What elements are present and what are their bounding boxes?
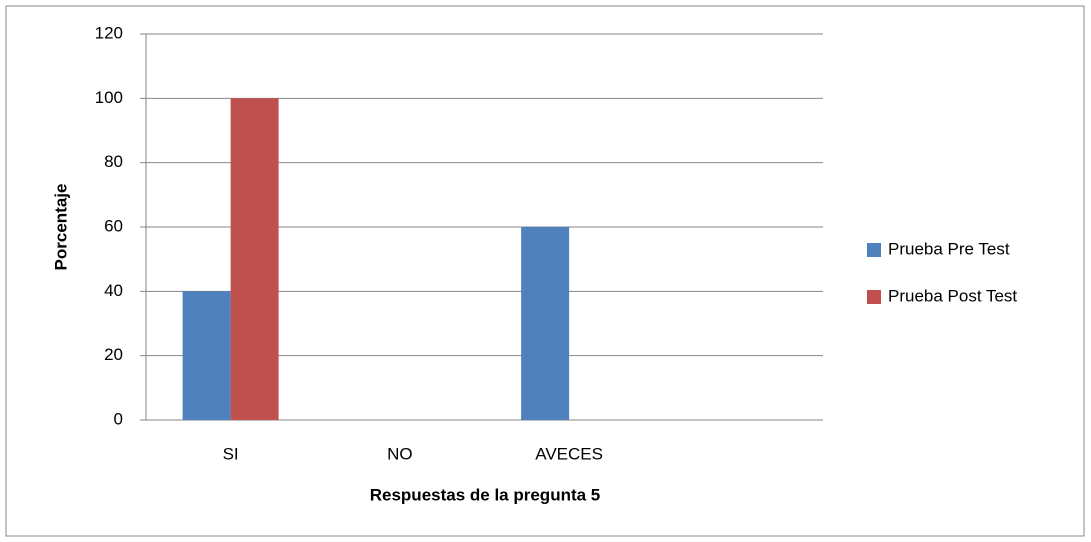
x-tick-label: SI <box>223 444 239 463</box>
x-axis-title: Respuestas de la pregunta 5 <box>370 485 601 504</box>
legend-swatch <box>867 243 881 257</box>
y-tick-label: 20 <box>104 345 123 364</box>
x-tick-label: AVECES <box>535 444 603 463</box>
legend-label: Prueba Pre Test <box>888 239 1010 258</box>
bar <box>230 98 279 420</box>
y-tick-label: 60 <box>104 216 123 235</box>
legend-swatch <box>867 290 881 304</box>
y-tick-label: 120 <box>95 23 123 42</box>
x-tick-label: NO <box>387 444 413 463</box>
y-tick-label: 40 <box>104 281 123 300</box>
y-axis-title: Porcentaje <box>51 184 70 271</box>
y-tick-label: 80 <box>104 152 123 171</box>
bar <box>182 291 231 420</box>
legend-label: Prueba Post Test <box>888 286 1017 305</box>
y-tick-label: 0 <box>114 409 123 428</box>
bar <box>521 227 570 420</box>
y-tick-label: 100 <box>95 88 123 107</box>
